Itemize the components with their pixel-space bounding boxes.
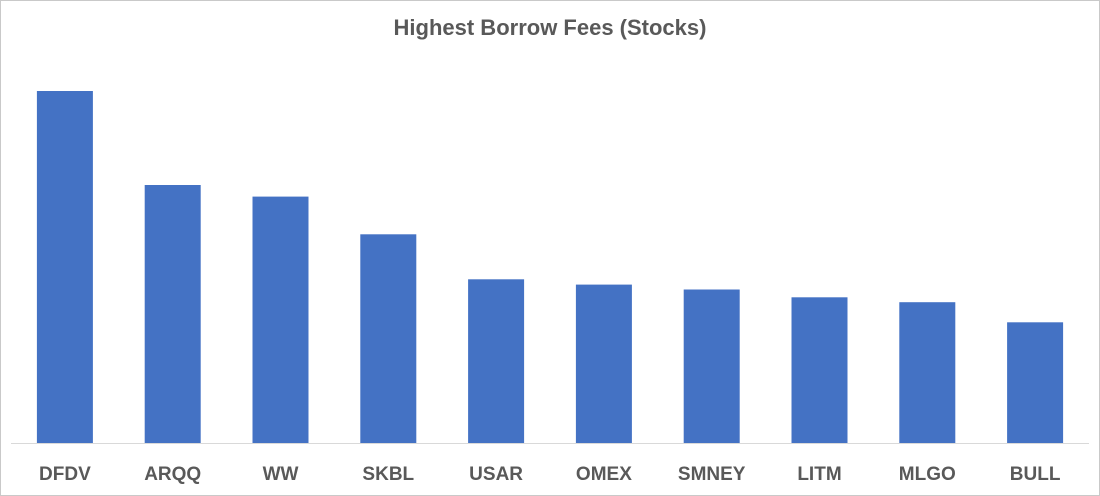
- x-tick-label-litm: LITM: [797, 464, 841, 485]
- bar-ww: [252, 196, 309, 443]
- bar-bull: [1007, 322, 1064, 443]
- bar-omex: [575, 284, 632, 443]
- x-tick-label-dfdv: DFDV: [39, 464, 91, 485]
- x-tick-label-mlgo: MLGO: [899, 464, 956, 485]
- bar-smney: [683, 289, 740, 443]
- bar-mlgo: [899, 302, 956, 443]
- x-tick-label-arqq: ARQQ: [144, 464, 201, 485]
- x-tick-label-smney: SMNEY: [678, 464, 746, 485]
- bar-usar: [468, 279, 525, 443]
- bars-group: [36, 91, 1064, 443]
- bar-litm: [791, 297, 848, 443]
- bar-dfdv: [36, 91, 93, 443]
- x-tick-labels: DFDV ARQQ WW SKBL USAR OMEX SMNEY LITM MLGO BULL: [39, 464, 1061, 485]
- x-tick-label-bull: BULL: [1010, 464, 1061, 485]
- chart-title: Highest Borrow Fees (Stocks): [393, 15, 707, 40]
- x-tick-label-usar: USAR: [469, 464, 523, 485]
- bar-arqq: [144, 185, 201, 443]
- bar-skbl: [360, 234, 417, 443]
- x-tick-label-ww: WW: [263, 464, 299, 485]
- x-tick-label-skbl: SKBL: [362, 464, 414, 485]
- x-tick-label-omex: OMEX: [576, 464, 632, 485]
